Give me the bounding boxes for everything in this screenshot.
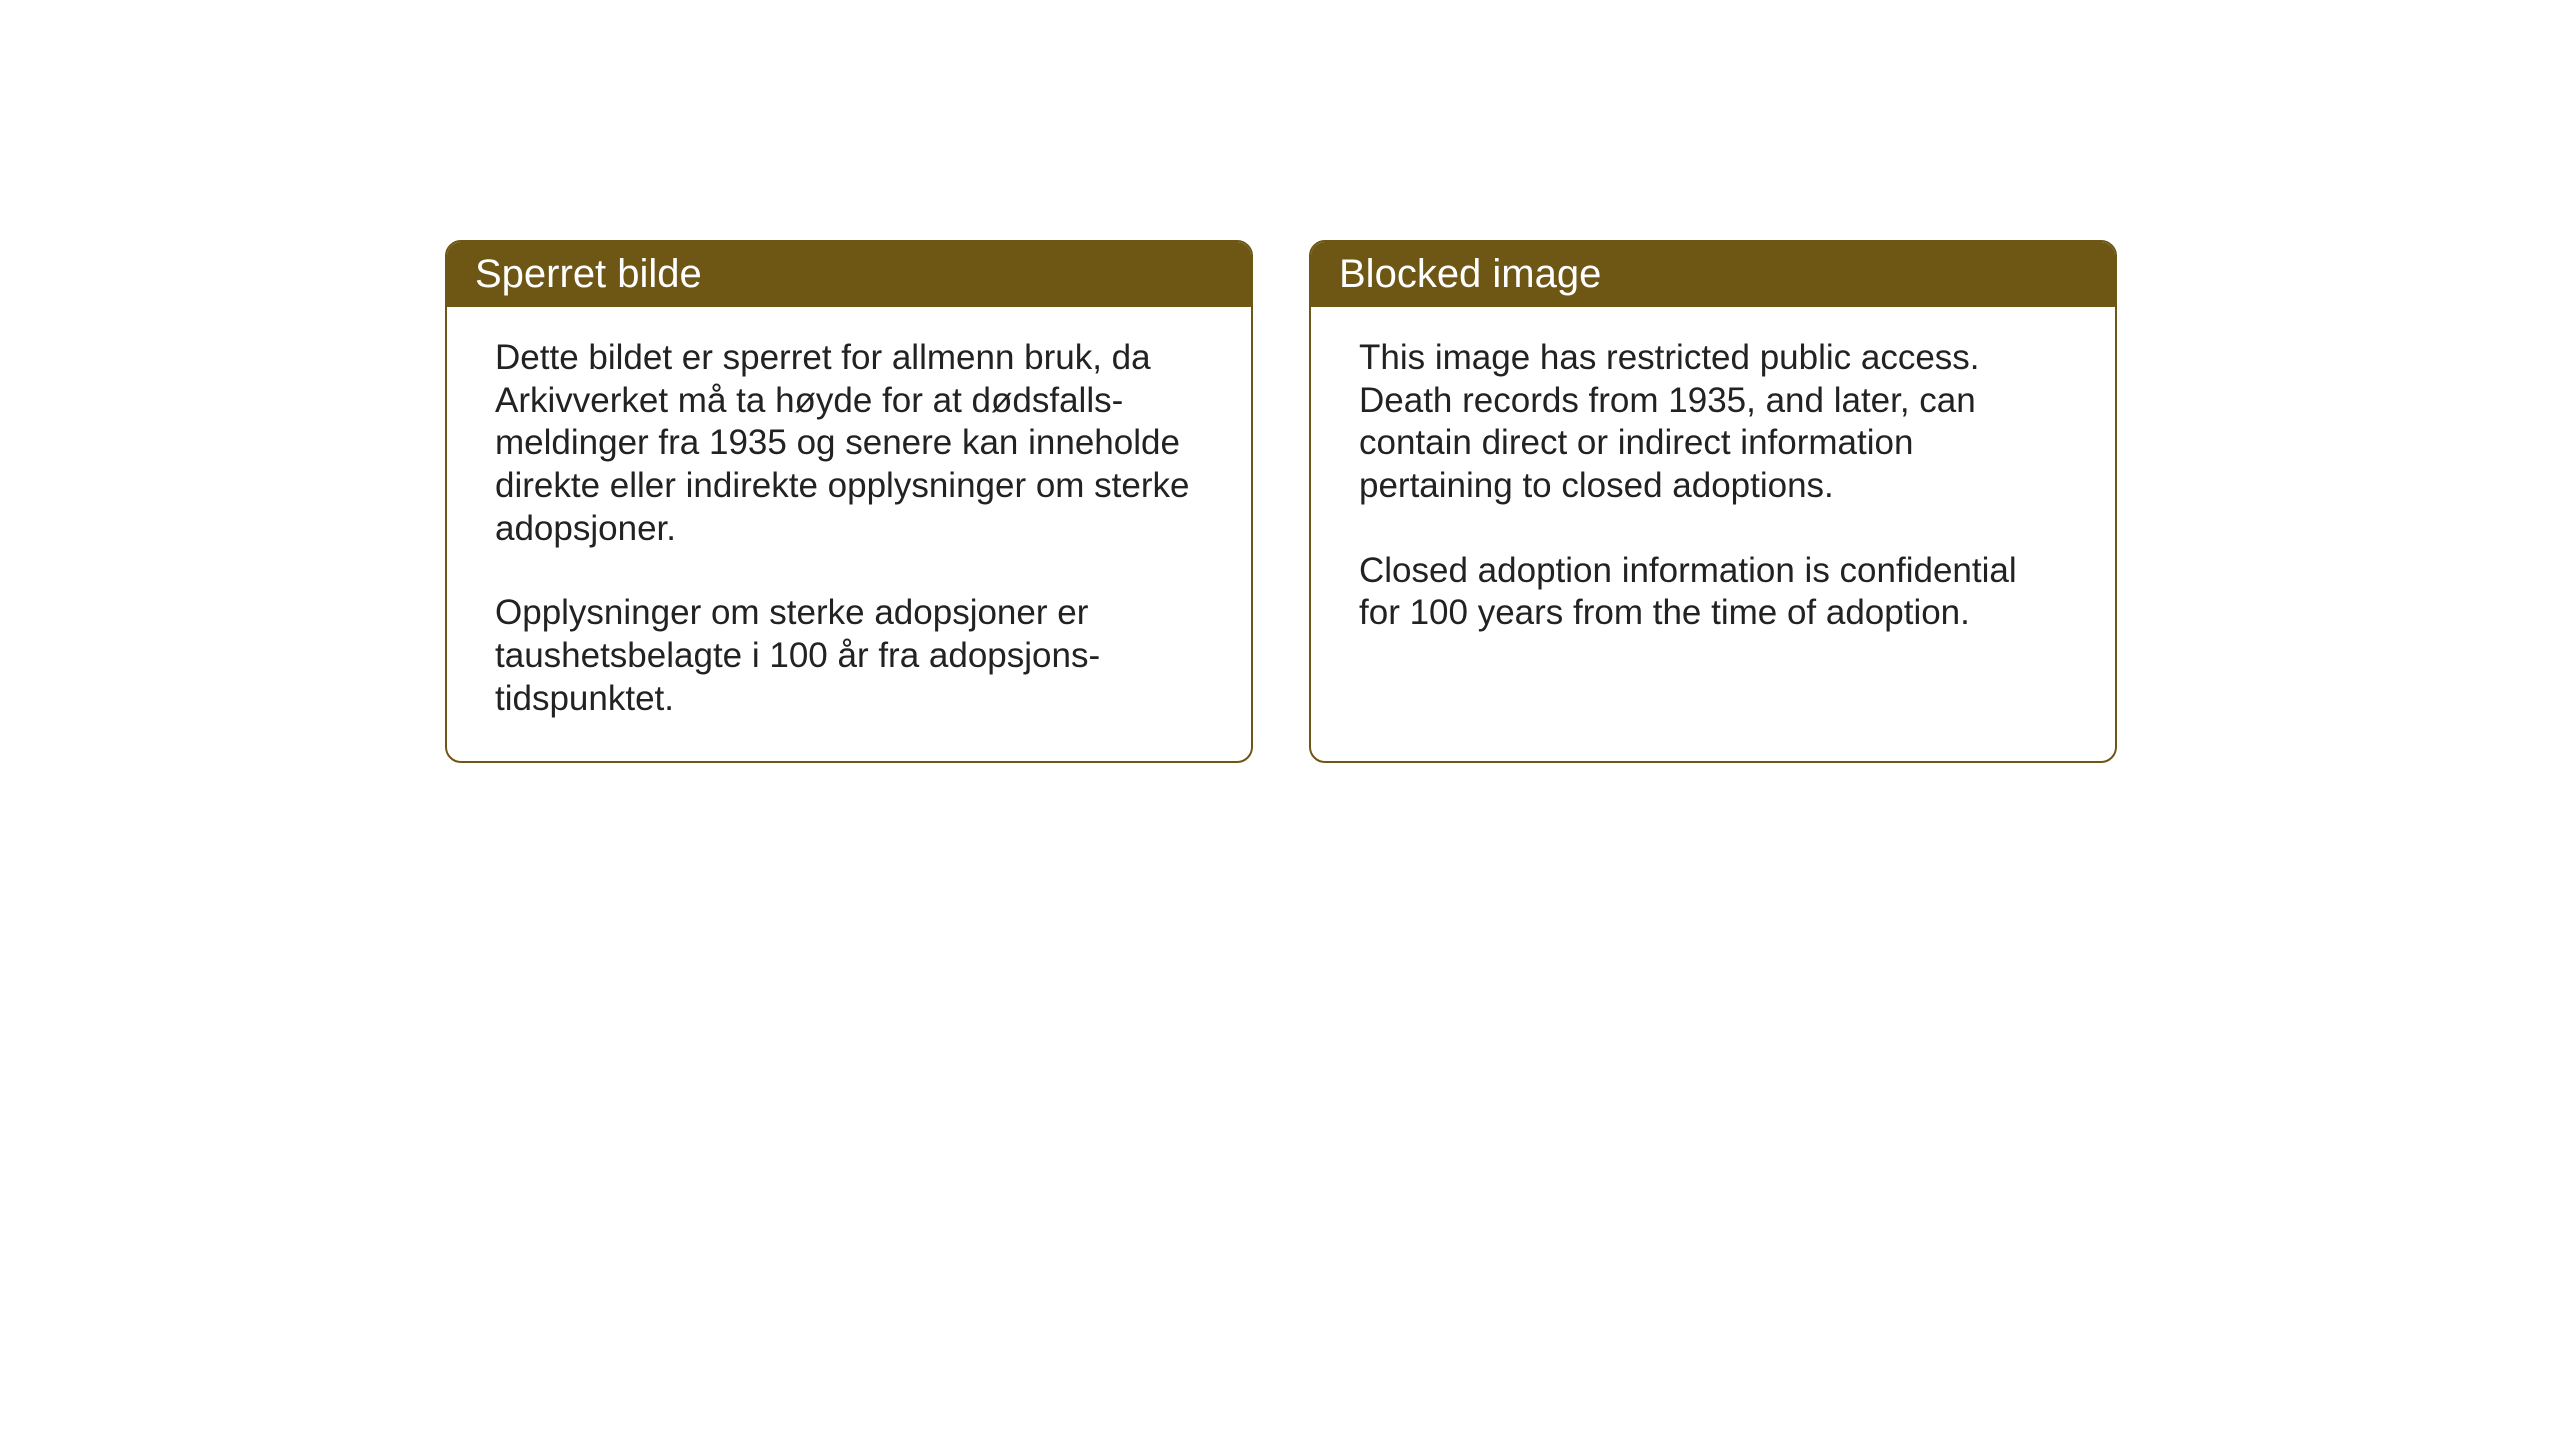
card-paragraph-2-norwegian: Opplysninger om sterke adopsjoner er tau… — [495, 592, 1203, 720]
card-paragraph-2-english: Closed adoption information is confident… — [1359, 550, 2067, 635]
card-header-norwegian: Sperret bilde — [447, 242, 1251, 307]
card-paragraph-1-english: This image has restricted public access.… — [1359, 337, 2067, 508]
card-english: Blocked image This image has restricted … — [1309, 240, 2117, 763]
card-body-english: This image has restricted public access.… — [1311, 307, 2115, 747]
card-paragraph-1-norwegian: Dette bildet er sperret for allmenn bruk… — [495, 337, 1203, 550]
card-title-english: Blocked image — [1339, 252, 1601, 296]
card-title-norwegian: Sperret bilde — [475, 252, 702, 296]
card-body-norwegian: Dette bildet er sperret for allmenn bruk… — [447, 307, 1251, 761]
cards-container: Sperret bilde Dette bildet er sperret fo… — [445, 240, 2117, 763]
card-norwegian: Sperret bilde Dette bildet er sperret fo… — [445, 240, 1253, 763]
card-header-english: Blocked image — [1311, 242, 2115, 307]
